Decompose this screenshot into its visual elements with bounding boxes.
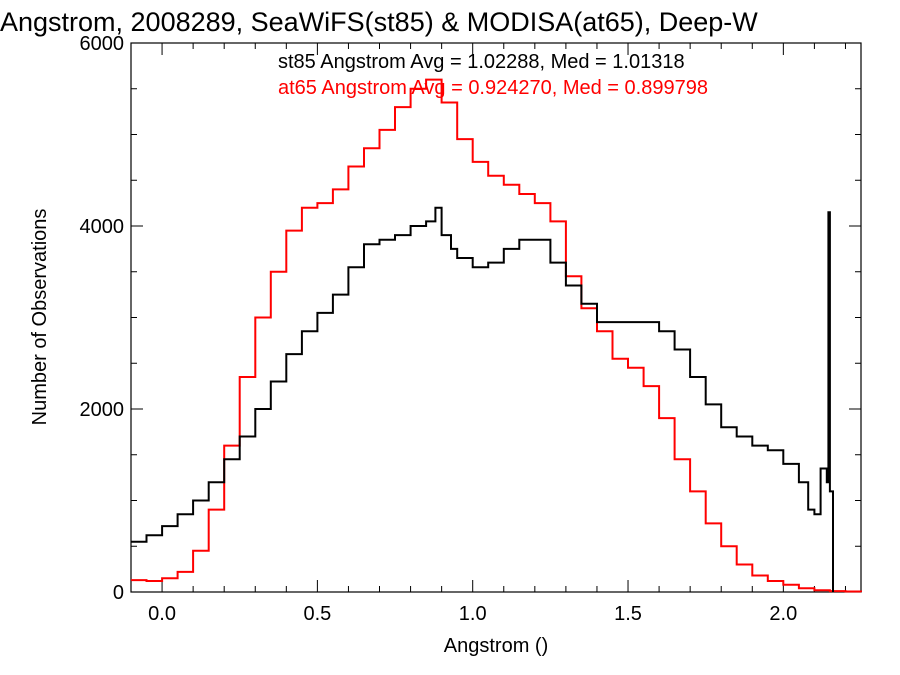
series-line-st85: [131, 206, 834, 592]
legend-entry-st85: st85 Angstrom Avg = 1.02288, Med = 1.013…: [278, 51, 685, 73]
series-line-at65: [131, 78, 862, 593]
y-tick-label: 6000: [80, 33, 125, 55]
chart-title: Angstrom, 2008289, SeaWiFS(st85) & MODIS…: [0, 7, 758, 37]
y-axis-label: Number of Observations: [29, 209, 51, 426]
x-tick-label: 0.5: [303, 603, 331, 625]
series-layer: [131, 78, 862, 593]
axis-ticks: 0.0 0.5 1.0 1.5 2.0 0 2000 4000 6000: [80, 33, 861, 625]
x-tick-label: 1.0: [459, 603, 487, 625]
y-tick-label: 2000: [80, 399, 125, 421]
x-tick-label: 1.5: [614, 603, 642, 625]
x-tick-label: 2.0: [769, 603, 797, 625]
x-tick-label: 0.0: [148, 603, 176, 625]
plot-frame: [130, 42, 862, 593]
x-axis-label: Angstrom (): [444, 635, 548, 657]
legend: st85 Angstrom Avg = 1.02288, Med = 1.013…: [278, 51, 708, 99]
y-tick-label: 4000: [80, 216, 125, 238]
y-tick-label: 0: [113, 582, 124, 604]
legend-entry-at65: at65 Angstrom Avg = 0.924270, Med = 0.89…: [278, 77, 708, 99]
